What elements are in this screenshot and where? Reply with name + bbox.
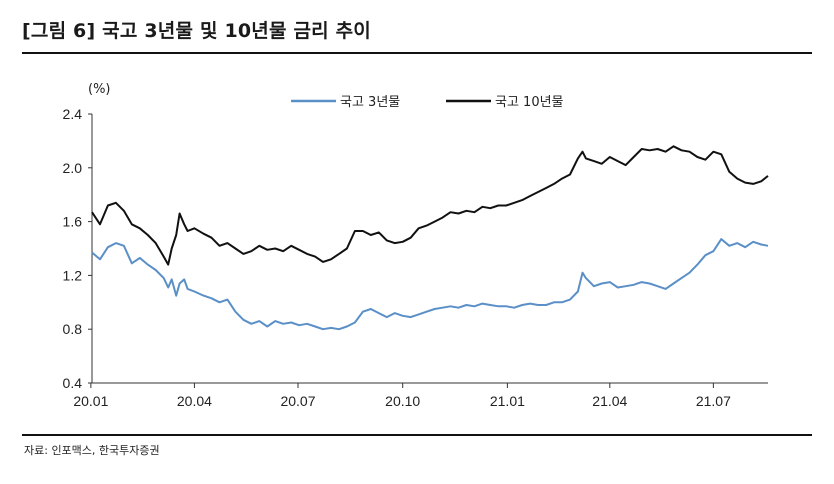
source-note: 자료: 인포맥스, 한국투자증권	[24, 444, 160, 457]
x-tick-label: 21.04	[592, 393, 627, 409]
x-tick-label: 20.01	[73, 393, 108, 409]
legend: 국고 3년물 국고 10년물	[291, 95, 564, 110]
x-axis-ticks: 20.01 20.04 20.07 20.10 21.01 21.04 21.07	[73, 383, 731, 409]
title-divider	[22, 52, 812, 54]
x-tick-label: 20.07	[280, 393, 315, 409]
y-tick-label: 0.4	[63, 375, 83, 391]
x-tick-label: 20.10	[385, 393, 420, 409]
y-tick-label: 2.0	[63, 160, 83, 176]
legend-label-10y: 국고 10년물	[495, 95, 564, 110]
y-axis-unit-label: (%)	[88, 82, 111, 97]
series-line-10y	[91, 145, 769, 266]
x-tick-label: 21.07	[696, 393, 731, 409]
line-chart: (%) 국고 3년물 국고 10년물 0.4 0.8 1.2 1.6 2.0 2.4 20…	[63, 82, 769, 409]
y-tick-label: 1.2	[63, 267, 83, 283]
y-axis-ticks: 0.4 0.8 1.2 1.6 2.0 2.4	[63, 106, 92, 391]
y-tick-label: 2.4	[63, 106, 83, 122]
y-tick-label: 0.8	[63, 321, 83, 337]
legend-label-3y: 국고 3년물	[340, 95, 400, 110]
series-line-3y	[91, 238, 769, 331]
figure-title: [그림 6] 국고 3년물 및 10년물 금리 추이	[22, 20, 371, 42]
axes	[91, 114, 768, 384]
series-lines	[91, 145, 769, 331]
footer-divider	[22, 434, 812, 436]
y-tick-label: 1.6	[63, 214, 83, 230]
x-tick-label: 21.01	[490, 393, 525, 409]
x-tick-label: 20.04	[177, 393, 212, 409]
